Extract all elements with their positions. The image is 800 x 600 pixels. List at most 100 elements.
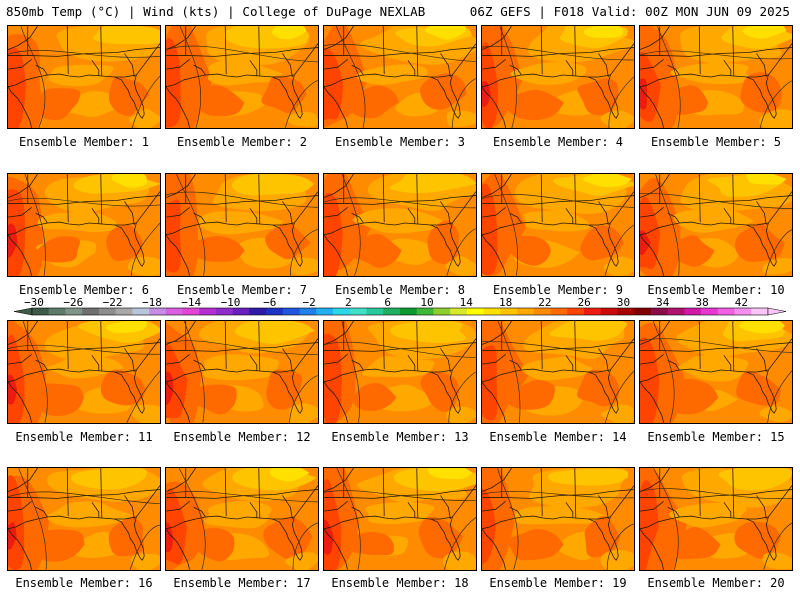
ensemble-member-label: Ensemble Member: 18 bbox=[331, 576, 469, 590]
coastline-borders bbox=[166, 174, 318, 276]
temperature-field bbox=[324, 321, 476, 423]
ensemble-member-label: Ensemble Member: 8 bbox=[334, 283, 466, 297]
colorbar-tick-label: −26 bbox=[63, 296, 83, 309]
colorbar-tick-label: 2 bbox=[345, 296, 352, 309]
colorbar-swatch bbox=[366, 308, 384, 315]
contour-lines bbox=[482, 321, 634, 423]
colorbar-swatch bbox=[717, 308, 735, 315]
coastline-borders bbox=[640, 468, 792, 570]
ensemble-member-map bbox=[323, 320, 477, 424]
temperature-field bbox=[482, 468, 634, 570]
colorbar-swatch bbox=[734, 308, 752, 315]
colorbar-swatch bbox=[667, 308, 685, 315]
ensemble-member-map bbox=[639, 467, 793, 571]
temperature-field bbox=[640, 174, 792, 276]
contour-lines bbox=[640, 468, 792, 570]
temperature-field bbox=[8, 468, 160, 570]
chart-title: 850mb Temp (°C) | Wind (kts) | College o… bbox=[6, 4, 426, 19]
temperature-field bbox=[166, 468, 318, 570]
colorbar-tick-label: 34 bbox=[656, 296, 670, 309]
ensemble-member-label: Ensemble Member: 19 bbox=[489, 576, 627, 590]
colorbar-swatch bbox=[216, 308, 234, 315]
colorbar-swatch bbox=[132, 308, 150, 315]
coastline-borders bbox=[640, 174, 792, 276]
colorbar-swatch bbox=[466, 308, 484, 315]
colorbar-swatch bbox=[249, 308, 267, 315]
colorbar-swatch bbox=[82, 308, 100, 315]
contour-lines bbox=[166, 174, 318, 276]
colorbar-swatch bbox=[98, 308, 116, 315]
run-valid-time: 06Z GEFS | F018 Valid: 00Z MON JUN 09 20… bbox=[469, 4, 790, 19]
ensemble-member-label: Ensemble Member: 15 bbox=[647, 430, 785, 444]
colorbar-swatch bbox=[634, 308, 652, 315]
ensemble-member-map bbox=[639, 320, 793, 424]
colorbar-swatch bbox=[751, 308, 769, 315]
ensemble-member-label: Ensemble Member: 2 bbox=[176, 135, 308, 149]
contour-lines bbox=[640, 321, 792, 423]
ensemble-member-label: Ensemble Member: 6 bbox=[18, 283, 150, 297]
contour-lines bbox=[166, 468, 318, 570]
ensemble-member-map bbox=[481, 173, 635, 277]
colorbar-tick-label: −22 bbox=[103, 296, 123, 309]
ensemble-member-map bbox=[323, 173, 477, 277]
colorbar-swatch bbox=[349, 308, 367, 315]
colorbar-swatch bbox=[182, 308, 200, 315]
ensemble-member-map bbox=[165, 467, 319, 571]
contour-lines bbox=[482, 468, 634, 570]
colorbar-swatch bbox=[450, 308, 468, 315]
colorbar-swatch bbox=[149, 308, 167, 315]
contour-lines bbox=[324, 174, 476, 276]
coastline-borders bbox=[324, 468, 476, 570]
colorbar-tick-label: 30 bbox=[617, 296, 630, 309]
colorbar-tick-label: −30 bbox=[24, 296, 44, 309]
coastline-borders bbox=[324, 174, 476, 276]
colorbar-swatch bbox=[483, 308, 501, 315]
temperature-field bbox=[8, 321, 160, 423]
colorbar-swatch bbox=[266, 308, 284, 315]
coastline-borders bbox=[166, 321, 318, 423]
colorbar-min-arrow bbox=[13, 307, 33, 316]
colorbar-tick-label: −2 bbox=[302, 296, 315, 309]
coastline-borders bbox=[8, 321, 160, 423]
contour-lines bbox=[324, 321, 476, 423]
coastline-borders bbox=[8, 174, 160, 276]
temperature-field bbox=[640, 26, 792, 128]
colorbar-swatch bbox=[684, 308, 702, 315]
colorbar-tick-label: −18 bbox=[142, 296, 162, 309]
coastline-borders bbox=[324, 26, 476, 128]
ensemble-member-label: Ensemble Member: 11 bbox=[15, 430, 153, 444]
colorbar-max-arrow bbox=[767, 307, 787, 316]
contour-lines bbox=[482, 26, 634, 128]
colorbar-tick-label: 42 bbox=[735, 296, 748, 309]
temperature-field bbox=[166, 26, 318, 128]
coastline-borders bbox=[324, 321, 476, 423]
temperature-colorbar: −30 −26 −22 −18 −14 −10 −6 −2 2 6 10 14 18 22 26 30 34 38… bbox=[0, 296, 800, 322]
contour-lines bbox=[640, 26, 792, 128]
ensemble-member-map bbox=[165, 320, 319, 424]
temperature-field bbox=[640, 321, 792, 423]
ensemble-member-label: Ensemble Member: 20 bbox=[647, 576, 785, 590]
ensemble-member-label: Ensemble Member: 4 bbox=[492, 135, 624, 149]
colorbar-swatch bbox=[600, 308, 618, 315]
ensemble-member-label: Ensemble Member: 7 bbox=[176, 283, 308, 297]
temperature-field bbox=[8, 26, 160, 128]
ensemble-member-label: Ensemble Member: 13 bbox=[331, 430, 469, 444]
ensemble-member-map bbox=[165, 25, 319, 129]
temperature-field bbox=[166, 174, 318, 276]
temperature-field bbox=[482, 174, 634, 276]
colorbar-swatch bbox=[199, 308, 217, 315]
ensemble-member-label: Ensemble Member: 5 bbox=[650, 135, 782, 149]
colorbar-swatch bbox=[32, 308, 50, 315]
temperature-field bbox=[640, 468, 792, 570]
colorbar-swatch bbox=[400, 308, 418, 315]
colorbar-swatch bbox=[567, 308, 585, 315]
ensemble-member-label: Ensemble Member: 17 bbox=[173, 576, 311, 590]
ensemble-member-map bbox=[639, 173, 793, 277]
coastline-borders bbox=[482, 468, 634, 570]
contour-lines bbox=[166, 26, 318, 128]
coastline-borders bbox=[166, 468, 318, 570]
colorbar-swatch bbox=[650, 308, 668, 315]
colorbar-swatch bbox=[232, 308, 250, 315]
ensemble-member-map bbox=[7, 25, 161, 129]
ensemble-member-map bbox=[7, 173, 161, 277]
